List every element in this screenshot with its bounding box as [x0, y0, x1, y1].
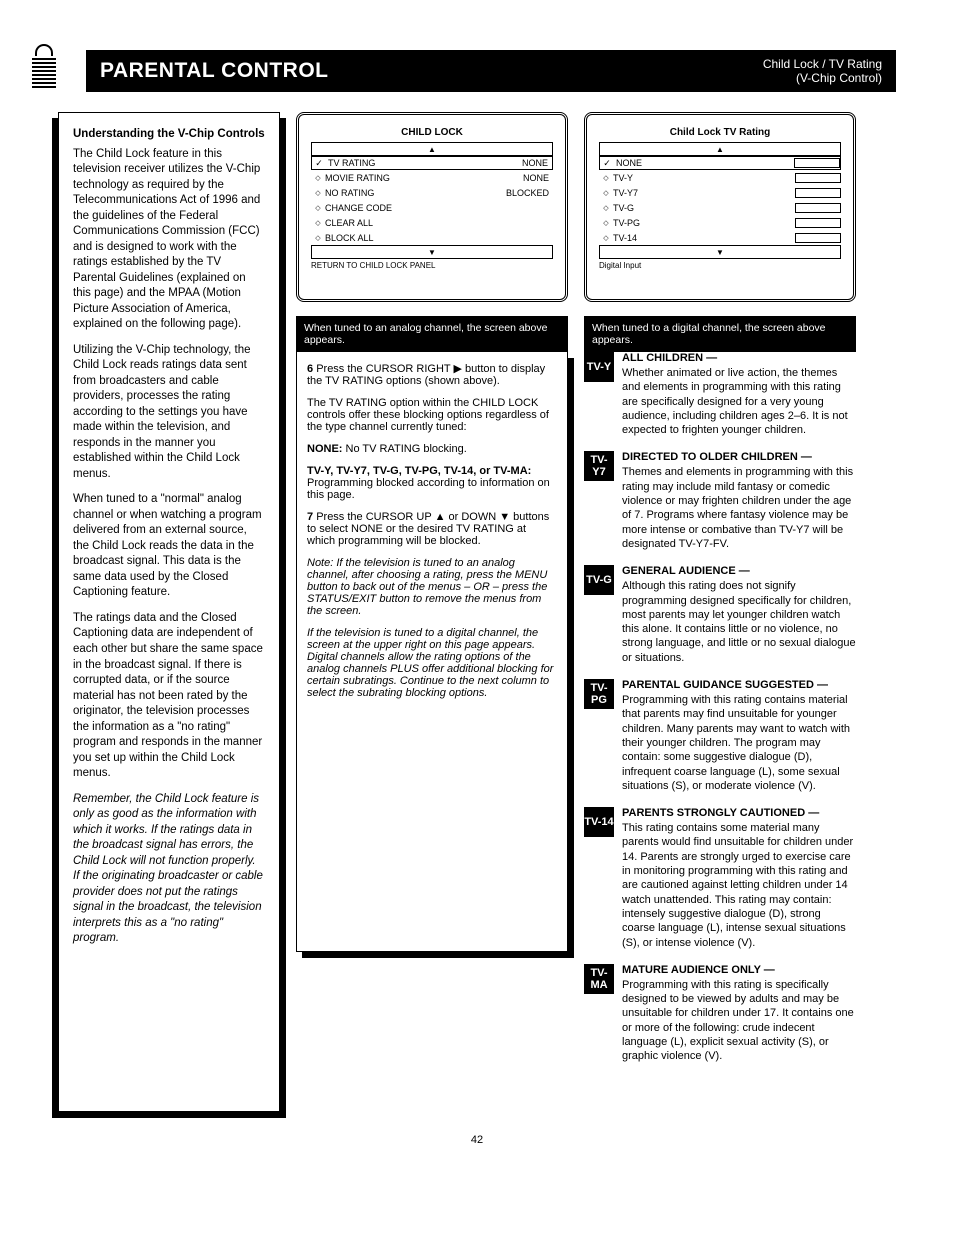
check-icon: ✓ — [312, 158, 326, 169]
opt-none: NONE: — [307, 443, 342, 455]
scroll-up-button[interactable]: ▲ — [599, 142, 841, 156]
rating-desc: Programming with this rating is specific… — [622, 978, 856, 1064]
diamond-icon: ◇ — [599, 204, 613, 212]
rating-heading: MATURE AUDIENCE ONLY — — [622, 964, 856, 976]
rating-desc: Themes and elements in programming with … — [622, 465, 856, 551]
narrative-p4: The ratings data and the Closed Captioni… — [73, 611, 265, 782]
header-subtitle-line2: (V-Chip Control) — [763, 71, 882, 85]
rating-heading: PARENTAL GUIDANCE SUGGESTED — — [622, 679, 856, 691]
header-subtitle: Child Lock / TV Rating (V-Chip Control) — [763, 57, 896, 86]
tv-rating-value: NONE — [522, 158, 552, 168]
menu-option[interactable]: ◇TV-14 — [599, 230, 841, 245]
menu-option[interactable]: ◇TV-Y — [599, 170, 841, 185]
scroll-down-button[interactable]: ▼ — [311, 245, 553, 259]
narrative-p3: When tuned to a "normal" analog channel … — [73, 492, 265, 601]
menu-option[interactable]: ◇TV-G — [599, 200, 841, 215]
scroll-up-button[interactable]: ▲ — [311, 142, 553, 156]
rating-desc: Whether animated or live action, the the… — [622, 366, 856, 437]
diamond-icon: ◇ — [311, 204, 325, 212]
rating-heading: PARENTS STRONGLY CAUTIONED — — [622, 807, 856, 819]
menu-option[interactable]: ◇TV-Y7 — [599, 185, 841, 200]
rating-desc: Although this rating does not signify pr… — [622, 579, 856, 665]
scroll-down-button[interactable]: ▼ — [599, 245, 841, 259]
digital-caption: When tuned to a digital channel, the scr… — [584, 316, 856, 352]
rating-item: TV-G GENERAL AUDIENCE — Although this rati… — [584, 565, 856, 665]
narrative-box: Understanding the V-Chip Controls The Ch… — [58, 112, 280, 1112]
step-note-analog: Note: If the television is tuned to an a… — [307, 557, 557, 617]
check-icon: ✓ — [600, 158, 614, 169]
step-note-digital: If the television is tuned to a digital … — [307, 627, 557, 699]
rating-badge: TV-14 — [584, 807, 614, 837]
rating-item: TV-Y ALL CHILDREN — Whether animated or li… — [584, 352, 856, 437]
diamond-icon: ◇ — [311, 234, 325, 242]
diamond-icon: ◇ — [311, 174, 325, 182]
step-7: Press the CURSOR UP ▲ or DOWN ▼ buttons … — [307, 511, 549, 547]
rating-desc: This rating contains some material many … — [622, 821, 856, 950]
narrative-p1: The Child Lock feature in this televisio… — [73, 147, 265, 333]
header-bar: PARENTAL CONTROL Child Lock / TV Rating … — [86, 50, 896, 92]
rating-badge: TV-Y7 — [584, 451, 614, 481]
analog-caption: When tuned to an analog channel, the scr… — [296, 316, 568, 352]
screen-analog-hint: RETURN TO CHILD LOCK PANEL — [311, 261, 553, 270]
narrative-p2: Utilizing the V-Chip technology, the Chi… — [73, 343, 265, 483]
menu-option[interactable]: ◇CLEAR ALL — [311, 215, 553, 230]
step-6: Press the CURSOR RIGHT ▶ button to displ… — [307, 363, 545, 387]
rating-item: TV-PG PARENTAL GUIDANCE SUGGESTED — Progra… — [584, 679, 856, 793]
rating-badge: TV-PG — [584, 679, 614, 709]
tv-rating-label-digital: NONE — [614, 158, 794, 168]
header-subtitle-line1: Child Lock / TV Rating — [763, 57, 882, 71]
diamond-icon: ◇ — [599, 234, 613, 242]
screen-analog: CHILD LOCK ▲ ✓ TV RATING NONE ◇MOVIE RAT… — [296, 112, 568, 302]
tv-rating-selected-digital[interactable]: ✓ NONE — [599, 156, 841, 170]
menu-option[interactable]: ◇NO RATINGBLOCKED — [311, 185, 553, 200]
menu-option[interactable]: ◇MOVIE RATINGNONE — [311, 170, 553, 185]
opt-list-desc: Programming blocked according to informa… — [307, 477, 550, 501]
diamond-icon: ◇ — [311, 219, 325, 227]
steps-box: 6 Press the CURSOR RIGHT ▶ button to dis… — [296, 352, 568, 952]
screen-digital: Child Lock TV Rating ▲ ✓ NONE ◇TV-Y◇TV-Y… — [584, 112, 856, 302]
opt-list: TV-Y, TV-Y7, TV-G, TV-PG, TV-14, or TV-M… — [307, 465, 531, 477]
header-title: PARENTAL CONTROL — [86, 59, 763, 83]
rating-item: TV-Y7 DIRECTED TO OLDER CHILDREN — Themes … — [584, 451, 856, 551]
rating-desc: Programming with this rating contains ma… — [622, 693, 856, 793]
screen-analog-title: CHILD LOCK — [311, 127, 553, 138]
diamond-icon: ◇ — [311, 189, 325, 197]
rating-badge: TV-MA — [584, 964, 614, 994]
diamond-icon: ◇ — [599, 189, 613, 197]
rating-heading: GENERAL AUDIENCE — — [622, 565, 856, 577]
opt-none-desc: No TV RATING blocking. — [346, 443, 467, 455]
ratings-list: TV-Y ALL CHILDREN — Whether animated or li… — [584, 352, 856, 1064]
tv-rating-selected[interactable]: ✓ TV RATING NONE — [311, 156, 553, 170]
step-intro: The TV RATING option within the CHILD LO… — [307, 397, 557, 433]
menu-option[interactable]: ◇TV-PG — [599, 215, 841, 230]
page-number: 42 — [58, 1134, 896, 1146]
menu-option[interactable]: ◇CHANGE CODE — [311, 200, 553, 215]
rating-item: TV-MA MATURE AUDIENCE ONLY — Programming w… — [584, 964, 856, 1064]
rating-heading: DIRECTED TO OLDER CHILDREN — — [622, 451, 856, 463]
diamond-icon: ◇ — [599, 174, 613, 182]
subrating-box — [794, 158, 840, 168]
diamond-icon: ◇ — [599, 219, 613, 227]
menu-option[interactable]: ◇BLOCK ALL — [311, 230, 553, 245]
tv-rating-label: TV RATING — [326, 158, 522, 168]
rating-heading: ALL CHILDREN — — [622, 352, 856, 364]
narrative-heading: Understanding the V-Chip Controls — [73, 127, 265, 143]
lock-icon — [30, 44, 58, 92]
narrative-p5: Remember, the Child Lock feature is only… — [73, 792, 265, 947]
rating-badge: TV-Y — [584, 352, 614, 382]
rating-badge: TV-G — [584, 565, 614, 595]
screen-digital-hint: Digital Input — [599, 261, 841, 270]
rating-item: TV-14 PARENTS STRONGLY CAUTIONED — This ra… — [584, 807, 856, 950]
screen-digital-title: Child Lock TV Rating — [599, 127, 841, 138]
